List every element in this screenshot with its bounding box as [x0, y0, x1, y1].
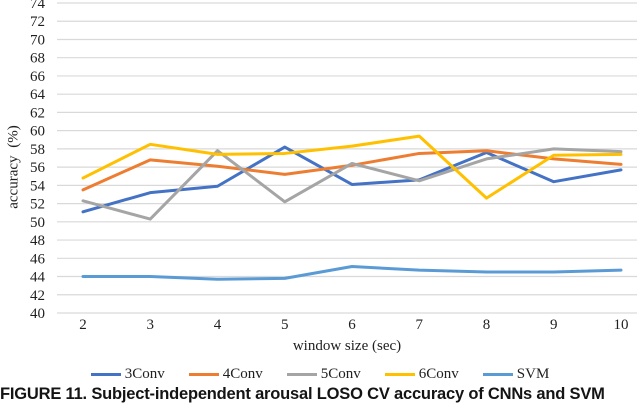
- x-tick-label: 8: [483, 317, 491, 333]
- y-tick-label: 44: [30, 270, 46, 286]
- x-tick-label: 7: [416, 317, 424, 333]
- legend-item-3conv: 3Conv: [90, 366, 165, 382]
- legend-label: SVM: [516, 366, 550, 382]
- y-tick-label: 42: [30, 288, 45, 304]
- series-line-6conv: [81, 134, 623, 200]
- legend-label: 5Conv: [320, 366, 361, 382]
- series-line-svm: [81, 265, 623, 281]
- x-axis-title: window size (sec): [292, 338, 402, 354]
- series-line-4conv: [81, 149, 623, 192]
- legend-swatch-svm: [482, 372, 513, 376]
- y-tick-label: 50: [30, 215, 45, 231]
- series-line-3conv: [81, 145, 623, 214]
- legend-item-6conv: 6Conv: [384, 366, 459, 382]
- legend-label: 3Conv: [124, 366, 165, 382]
- y-tick-label: 66: [30, 69, 46, 85]
- x-tick-label: 4: [214, 317, 222, 333]
- y-tick-label: 64: [30, 87, 46, 103]
- series-line-5conv: [81, 147, 623, 221]
- y-tick-label: 48: [30, 233, 45, 249]
- x-tick-label: 10: [614, 317, 629, 333]
- legend-swatch-6conv: [384, 372, 415, 376]
- legend-swatch-3conv: [90, 372, 121, 376]
- y-tick-label: 40: [30, 306, 45, 322]
- legend-item-5conv: 5Conv: [286, 366, 361, 382]
- legend-item-svm: SVM: [482, 366, 550, 382]
- figure-caption: FIGURE 11. Subject-independent arousal L…: [0, 385, 605, 403]
- legend: 3Conv 4Conv 5Conv 6Conv SVM: [0, 366, 640, 382]
- legend-label: 6Conv: [418, 366, 459, 382]
- y-tick-label: 60: [30, 124, 45, 140]
- y-tick-label: 68: [30, 51, 45, 67]
- x-tick-label: 2: [79, 317, 87, 333]
- legend-swatch-4conv: [188, 372, 219, 376]
- y-tick-label: 54: [30, 178, 46, 194]
- legend-swatch-5conv: [286, 372, 317, 376]
- y-tick-label: 46: [30, 251, 46, 267]
- y-tick-label: 58: [30, 142, 45, 158]
- x-tick-label: 6: [348, 317, 356, 333]
- y-tick-label: 74: [30, 0, 46, 12]
- y-tick-label: 52: [30, 197, 45, 213]
- x-tick-label: 3: [147, 317, 155, 333]
- x-tick-label: 5: [281, 317, 289, 333]
- y-tick-label: 62: [30, 105, 45, 121]
- x-tick-label: 9: [550, 317, 558, 333]
- legend-label: 4Conv: [222, 366, 263, 382]
- y-tick-label: 56: [30, 160, 46, 176]
- legend-item-4conv: 4Conv: [188, 366, 263, 382]
- y-tick-label: 70: [30, 32, 45, 48]
- y-tick-label: 72: [30, 14, 45, 30]
